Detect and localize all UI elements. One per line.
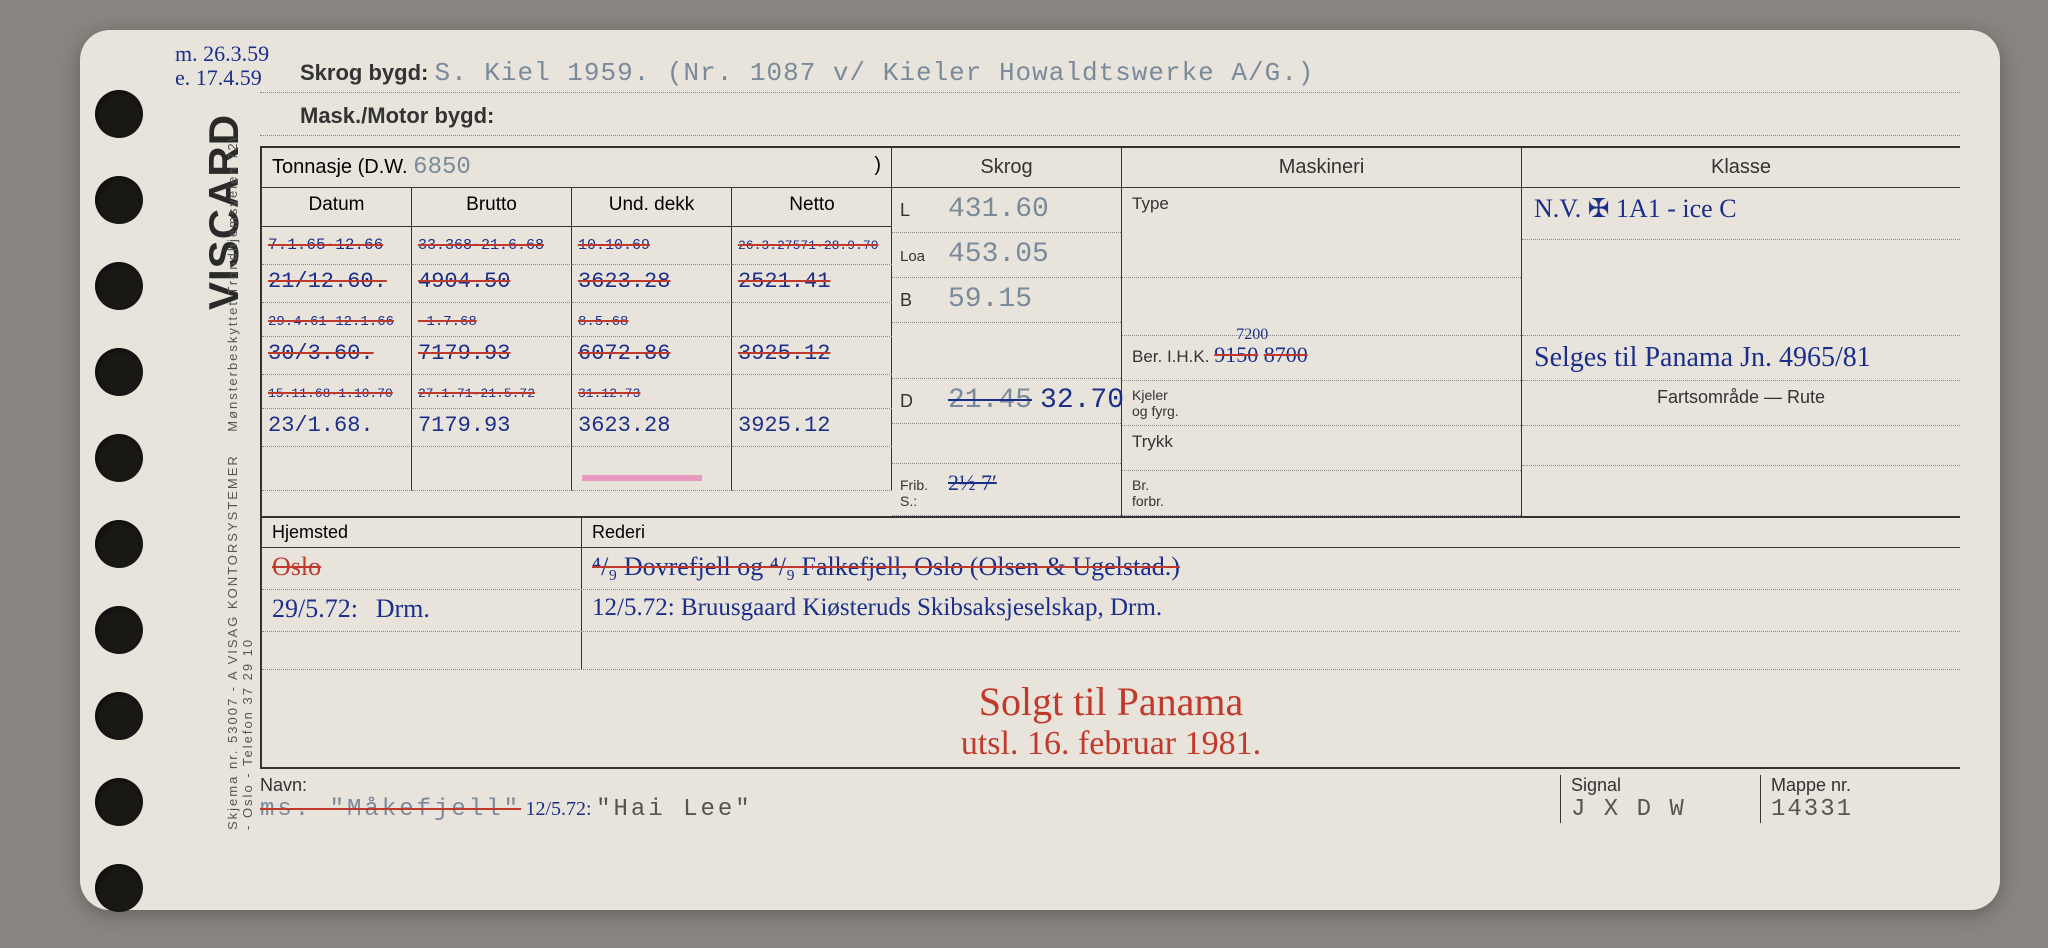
beam-value: 59.15	[948, 284, 1032, 315]
ihk-val1: 9150	[1214, 342, 1258, 367]
klasse-value: N.V. ✠ 1A1 - ice C	[1534, 194, 1737, 223]
bottom-bar: Navn: ms. "Måkefjell" 12/5.72: "Hai Lee"…	[260, 767, 1960, 823]
navn-label: Navn:	[260, 775, 1560, 796]
sold-note: Selges til Panama Jn. 4965/81	[1534, 342, 1871, 373]
top-handwritten-dates: m. 26.3.59 e. 17.4.59	[175, 42, 269, 90]
owner-date-2: 29/5.72:	[272, 594, 358, 623]
owner-row-2: 29/5.72: Drm. 12/5.72: Bruusgaard Kiøste…	[262, 590, 1960, 632]
note-e-date: e. 17.4.59	[175, 66, 269, 90]
signal-label: Signal	[1571, 775, 1760, 796]
trykk-label: Trykk	[1122, 426, 1521, 471]
dw-value: 6850	[413, 154, 471, 181]
fartsomrade-label: Fartsområde — Rute	[1522, 381, 1960, 426]
side-form-info: Skjema nr. 53007 - A VISAG KONTORSYSTEME…	[225, 130, 255, 830]
freeboard-value: 2½ 7′	[948, 470, 997, 496]
type-label: Type	[1122, 188, 1521, 278]
rederi-1: ⁴/₉ Dovrefjell og ⁴/₉ Falkefjell, Oslo (…	[592, 552, 1180, 581]
depth-old: 21.45	[948, 385, 1032, 416]
length-value: 431.60	[948, 194, 1049, 225]
table-row: 7.1.65·12.66 33.368·21.6.68 10.10.69 26.…	[262, 227, 892, 265]
table-row	[262, 447, 892, 491]
tonnage-header: Tonnasje (D.W. 6850 )	[262, 148, 892, 188]
skrog-bygd-line: Skrog bygd: S. Kiel 1959. (Nr. 1087 v/ K…	[260, 50, 1960, 93]
rederi-label: Rederi	[582, 518, 1960, 547]
note-m-date: m. 26.3.59	[175, 42, 269, 66]
mappe-value: 14331	[1771, 796, 1960, 823]
punch-holes	[95, 90, 175, 870]
index-card: m. 26.3.59 e. 17.4.59 VISCARD Skjema nr.…	[80, 30, 2000, 910]
klasse-column: N.V. ✠ 1A1 - ice C Selges til Panama Jn.…	[1522, 188, 1960, 516]
depth-value: 32.70	[1040, 385, 1124, 416]
col-datum: Datum	[262, 188, 412, 227]
hjemsted-1: Oslo	[272, 552, 321, 581]
sold-line2: utsl. 16. februar 1981.	[262, 725, 1960, 763]
navn-value: ms. "Måkefjell" 12/5.72: "Hai Lee"	[260, 796, 1560, 823]
sold-line1: Solgt til Panama	[262, 678, 1960, 725]
mappe-label: Mappe nr.	[1771, 775, 1960, 796]
col-und-dekk: Und. dekk	[572, 188, 732, 227]
signal-value: J X D W	[1571, 796, 1760, 823]
klasse-header: Klasse	[1522, 148, 1960, 188]
skrog-bygd-label: Skrog bygd:	[300, 60, 428, 85]
motor-bygd-label: Mask./Motor bygd:	[300, 103, 494, 128]
motor-bygd-line: Mask./Motor bygd:	[260, 93, 1960, 136]
maskineri-column: Type Ber. I.H.K. 7200 9150 8700 Kjeler o…	[1122, 188, 1522, 516]
col-netto: Netto	[732, 188, 892, 227]
sold-note-block: Solgt til Panama utsl. 16. februar 1981.	[262, 670, 1960, 767]
pink-highlight	[582, 475, 702, 481]
kjeler-label: Kjeler og fyrg.	[1122, 381, 1521, 426]
skrog-header: Skrog	[892, 148, 1122, 188]
table-row: 30/3.60. 7179.93 6072.86 3925.12	[262, 337, 892, 375]
ihk-top: 7200	[1236, 326, 1268, 344]
rederi-2: 12/5.72: Bruusgaard Kiøsteruds Skibsaksj…	[592, 594, 1162, 621]
hjemsted-2: Drm.	[376, 594, 430, 623]
table-row: 23/1.68. 7179.93 3623.28 3925.12	[262, 409, 892, 447]
table-row: 21/12.60. 4904.50 3623.28 2521.41	[262, 265, 892, 303]
table-row: 15.11.68·1.10.70 27.1.71·21.5.72 31.12.7…	[262, 375, 892, 409]
skrog-column: L431.60 Loa453.05 B59.15 D21.45 32.70 Fr…	[892, 188, 1122, 516]
loa-value: 453.05	[948, 239, 1049, 270]
ber-ihk-row: Ber. I.H.K. 7200 9150 8700	[1122, 336, 1521, 381]
skrog-bygd-value: S. Kiel 1959. (Nr. 1087 v/ Kieler Howald…	[434, 58, 1314, 88]
owners-section: Hjemsted Rederi Oslo ⁴/₉ Dovrefjell og ⁴…	[260, 518, 1960, 767]
owner-row-1: Oslo ⁴/₉ Dovrefjell og ⁴/₉ Falkefjell, O…	[262, 548, 1960, 590]
br-forbr-label: Br. forbr.	[1122, 471, 1521, 516]
hjemsted-label: Hjemsted	[262, 518, 582, 547]
main-data-grid: Tonnasje (D.W. 6850 ) Skrog Maskineri Kl…	[260, 146, 1960, 518]
maskineri-header: Maskineri	[1122, 148, 1522, 188]
col-brutto: Brutto	[412, 188, 572, 227]
table-row: 29.4.61·12.1.66 ·1.7.68 8.5.68	[262, 303, 892, 337]
ihk-val2: 8700	[1264, 342, 1308, 367]
